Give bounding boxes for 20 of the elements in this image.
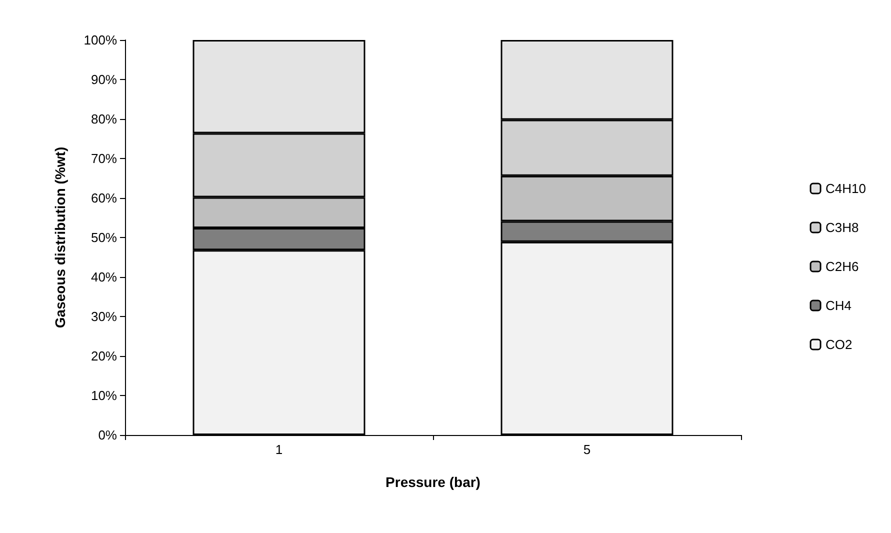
y-tick-label: 40%: [90, 270, 118, 284]
y-axis-title: Gaseous distribution (%wt): [52, 146, 68, 328]
x-tick-label: 5: [583, 442, 591, 457]
y-tick-label: 80%: [90, 112, 118, 126]
y-tick-label: 70%: [90, 151, 118, 166]
legend-label: C2H6: [826, 259, 859, 274]
legend-label: CO2: [826, 337, 852, 352]
legend-label: C3H8: [826, 220, 859, 235]
y-tick-label: 60%: [90, 190, 118, 206]
x-axis-title: Pressure (bar): [386, 474, 480, 490]
legend-label: C4H10: [826, 181, 866, 196]
legend-label: CH4: [826, 298, 852, 313]
y-tick-label: 50%: [90, 230, 118, 245]
y-tick-label: 90%: [90, 72, 118, 87]
x-tick-label: 1: [275, 442, 283, 457]
y-tick-label: 0%: [98, 428, 118, 442]
y-tick-label: 20%: [90, 348, 118, 364]
y-tick-label: 30%: [90, 309, 118, 324]
y-tick-label: 10%: [90, 388, 118, 403]
y-tick-label: 100%: [84, 32, 118, 48]
